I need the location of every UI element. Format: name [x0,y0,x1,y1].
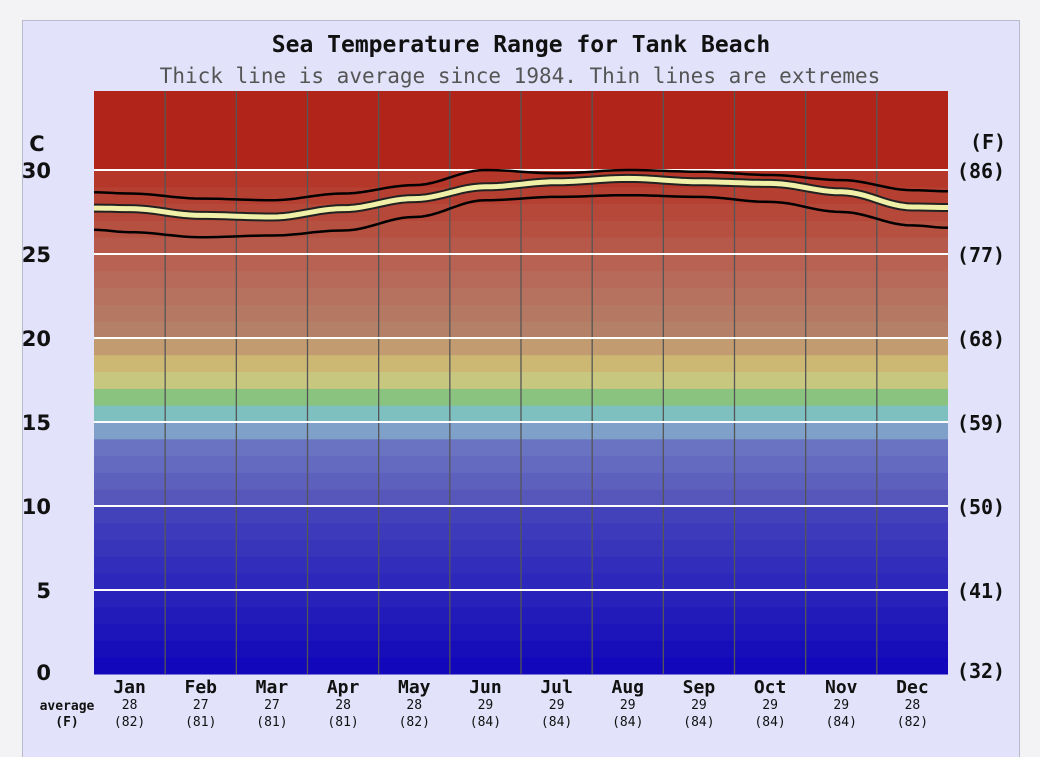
month-average-f: (84) [683,715,714,730]
y-tick-label: 30 [23,159,51,183]
y-tick-label: 5 [36,579,51,603]
month-label: Jan [113,677,146,698]
average-f-row-label: (F) [55,715,78,730]
y2-tick-label: (77) [957,243,1005,267]
month-label: May [398,677,431,698]
month-label: Dec [896,677,929,698]
y-tick-label: 15 [23,411,51,435]
month-average-c: 27 [193,698,209,713]
month-average-c: 28 [406,698,422,713]
month-average-c: 29 [620,698,636,713]
month-average-c: 29 [549,698,565,713]
month-label: Oct [754,677,787,698]
y2-axis-unit-label: (F) [970,130,1006,154]
chart-frame: Sea Temperature Range for Tank Beach Thi… [22,20,1020,757]
month-average-f: (84) [612,715,643,730]
month-label: Jul [540,677,573,698]
month-average-f: (81) [327,715,358,730]
y-tick-label: 25 [23,243,51,267]
y-tick-label: 0 [36,661,51,685]
y2-tick-label: (86) [957,159,1005,183]
month-label: Sep [683,677,716,698]
chart-subtitle: Thick line is average since 1984. Thin l… [160,64,881,88]
y-tick-label: 10 [23,495,51,519]
y2-tick-label: (50) [957,495,1005,519]
month-average-c: 28 [905,698,921,713]
y2-tick-label: (68) [957,327,1005,351]
month-average-c: 29 [691,698,707,713]
average-row-label: average [40,699,95,714]
y2-tick-label: (41) [957,579,1005,603]
month-average-f: (84) [470,715,501,730]
month-label: Jun [469,677,502,698]
month-average-f: (81) [185,715,216,730]
month-average-c: 29 [833,698,849,713]
month-average-f: (82) [897,715,928,730]
month-average-f: (81) [256,715,287,730]
month-average-c: 29 [762,698,778,713]
month-average-f: (84) [541,715,572,730]
month-label: Feb [184,677,217,698]
y2-tick-label: (59) [957,411,1005,435]
chart-title: Sea Temperature Range for Tank Beach [272,32,771,58]
month-average-f: (84) [754,715,785,730]
y2-tick-label: (32) [957,659,1005,683]
month-average-c: 28 [335,698,351,713]
month-average-c: 27 [264,698,280,713]
sea-temperature-chart: Sea Temperature Range for Tank Beach Thi… [23,32,1006,730]
month-average-c: 28 [122,698,138,713]
average-line [94,175,948,220]
data-series [93,168,949,239]
maximum-extreme-line [93,168,948,202]
y-axis-unit-label: C [29,132,44,156]
month-average-f: (84) [826,715,857,730]
month-label: Nov [825,677,858,698]
month-label: Mar [256,677,289,698]
month-label: Aug [611,677,644,698]
month-label: Apr [327,677,360,698]
month-average-f: (82) [114,715,145,730]
month-average-c: 29 [478,698,494,713]
y-tick-label: 20 [23,327,51,351]
month-average-f: (82) [399,715,430,730]
axis-labels: 0 (32) 5 (41) 10 (50) 15 (59) 20 (68) 25 (77) 30 (86)… [23,159,1005,730]
minimum-extreme-line [93,193,949,239]
